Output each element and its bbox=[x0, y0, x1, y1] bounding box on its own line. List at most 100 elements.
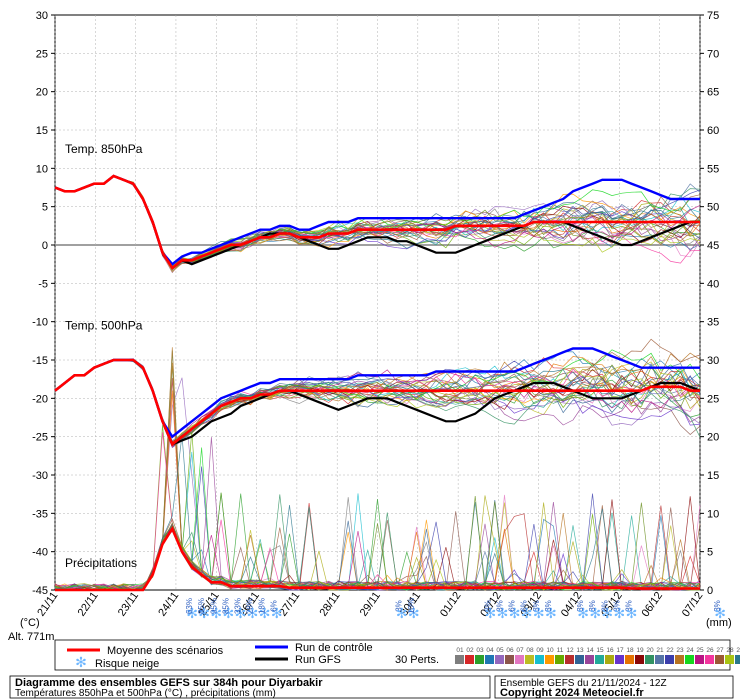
y-left-tick: 25 bbox=[36, 48, 48, 60]
y-left-tick: -20 bbox=[32, 393, 48, 405]
member-swatch bbox=[485, 655, 494, 664]
y-left-tick: -45 bbox=[32, 585, 48, 597]
y-right-tick: 40 bbox=[707, 278, 719, 290]
x-date-label: 22/11 bbox=[76, 590, 101, 619]
snow-pct: 63% bbox=[185, 598, 194, 614]
member-swatch bbox=[545, 655, 554, 664]
y-right-tick: 5 bbox=[707, 547, 713, 559]
member-number: 24 bbox=[686, 647, 694, 654]
member-number: 20 bbox=[646, 647, 654, 654]
y-left-tick: -10 bbox=[32, 317, 48, 329]
chart-svg: -45-40-35-30-25-20-15-10-505101520253005… bbox=[0, 0, 740, 700]
member-number: 22 bbox=[666, 647, 674, 654]
member-number: 28 bbox=[726, 647, 734, 654]
snow-pct: 6% bbox=[508, 600, 517, 612]
member-number: 02 bbox=[466, 647, 474, 654]
member-number: 10 bbox=[546, 647, 554, 654]
member-swatch bbox=[675, 655, 684, 664]
snow-pct: 6% bbox=[520, 600, 529, 612]
snowflake-icon: ✻ bbox=[75, 654, 87, 670]
y-left-tick: -5 bbox=[38, 278, 48, 290]
snow-pct: 85% bbox=[221, 598, 230, 614]
y-right-tick: 55 bbox=[707, 163, 719, 175]
member-number: 16 bbox=[606, 647, 614, 654]
member-number: 13 bbox=[576, 647, 584, 654]
snow-pct: 3% bbox=[588, 600, 597, 612]
member-number: 08 bbox=[526, 647, 534, 654]
x-date-label: 07/12 bbox=[680, 590, 706, 619]
member-swatch bbox=[565, 655, 574, 664]
member-swatch bbox=[505, 655, 514, 664]
label-t850: Temp. 850hPa bbox=[65, 142, 143, 156]
member-number: 23 bbox=[676, 647, 684, 654]
x-date-label: 29/11 bbox=[358, 590, 383, 619]
footer-copyright: Copyright 2024 Meteociel.fr bbox=[500, 687, 644, 699]
x-date-label: 01/12 bbox=[438, 590, 464, 619]
member-swatch bbox=[655, 655, 664, 664]
member-swatch bbox=[525, 655, 534, 664]
member-number: 17 bbox=[616, 647, 624, 654]
label-precip: Précipitations bbox=[65, 556, 137, 570]
member-swatch bbox=[615, 655, 624, 664]
member-number: 01 bbox=[456, 647, 464, 654]
y-right-tick: 25 bbox=[707, 393, 719, 405]
y-left-tick: -35 bbox=[32, 508, 48, 520]
member-swatch bbox=[455, 655, 464, 664]
member-number: 12 bbox=[566, 647, 574, 654]
y-right-tick: 60 bbox=[707, 125, 719, 137]
member-swatch bbox=[605, 655, 614, 664]
snow-pct: 3% bbox=[713, 600, 722, 612]
y-left-tick: -25 bbox=[32, 432, 48, 444]
member-number: 06 bbox=[506, 647, 514, 654]
y-left-tick: -40 bbox=[32, 547, 48, 559]
y-left-tick: -15 bbox=[32, 355, 48, 367]
member-number: 09 bbox=[536, 647, 544, 654]
member-swatch bbox=[695, 655, 704, 664]
snow-pct: 10% bbox=[407, 598, 416, 614]
member-swatch bbox=[635, 655, 644, 664]
member-swatch bbox=[555, 655, 564, 664]
x-date-label: 28/11 bbox=[317, 590, 342, 619]
member-swatch bbox=[645, 655, 654, 664]
x-date-label: 06/12 bbox=[640, 590, 666, 619]
member-swatch bbox=[725, 655, 734, 664]
legend-control: Run de contrôle bbox=[295, 642, 373, 654]
member-number: 07 bbox=[516, 647, 524, 654]
member-number: 05 bbox=[496, 647, 504, 654]
member-number: 26 bbox=[706, 647, 714, 654]
legend-snow: Risque neige bbox=[95, 658, 159, 670]
legend-members: 30 Perts. bbox=[395, 654, 439, 666]
member-swatch bbox=[465, 655, 474, 664]
snow-pct: 3% bbox=[624, 600, 633, 612]
snow-pct: 3% bbox=[495, 600, 504, 612]
member-number: 03 bbox=[476, 647, 484, 654]
y-right-tick: 45 bbox=[707, 240, 719, 252]
member-number: 27 bbox=[716, 647, 724, 654]
y-left-tick: -30 bbox=[32, 470, 48, 482]
member-swatch bbox=[575, 655, 584, 664]
y-left-tick: 10 bbox=[36, 163, 48, 175]
y-left-tick: 15 bbox=[36, 125, 48, 137]
snow-pct: 3% bbox=[576, 600, 585, 612]
member-swatch bbox=[705, 655, 714, 664]
snow-pct: 85% bbox=[197, 598, 206, 614]
y-right-tick: 30 bbox=[707, 355, 719, 367]
y-right-tick: 10 bbox=[707, 508, 719, 520]
altitude-label: Alt. 771m bbox=[8, 631, 54, 643]
x-date-label: 23/11 bbox=[116, 590, 141, 619]
member-number: 21 bbox=[656, 647, 664, 654]
member-number: 14 bbox=[586, 647, 594, 654]
snow-pct: 28% bbox=[246, 598, 255, 614]
x-date-label: 24/11 bbox=[156, 590, 181, 619]
member-number: 29 bbox=[736, 647, 740, 654]
snow-pct: 6% bbox=[270, 600, 279, 612]
label-t500: Temp. 500hPa bbox=[65, 318, 143, 332]
snow-pct: 3% bbox=[612, 600, 621, 612]
member-swatch bbox=[685, 655, 694, 664]
member-number: 19 bbox=[636, 647, 644, 654]
snow-pct: 3% bbox=[483, 600, 492, 612]
member-number: 15 bbox=[596, 647, 604, 654]
y-right-tick: 20 bbox=[707, 432, 719, 444]
snow-pct: 33% bbox=[233, 598, 242, 614]
member-swatch bbox=[735, 655, 740, 664]
